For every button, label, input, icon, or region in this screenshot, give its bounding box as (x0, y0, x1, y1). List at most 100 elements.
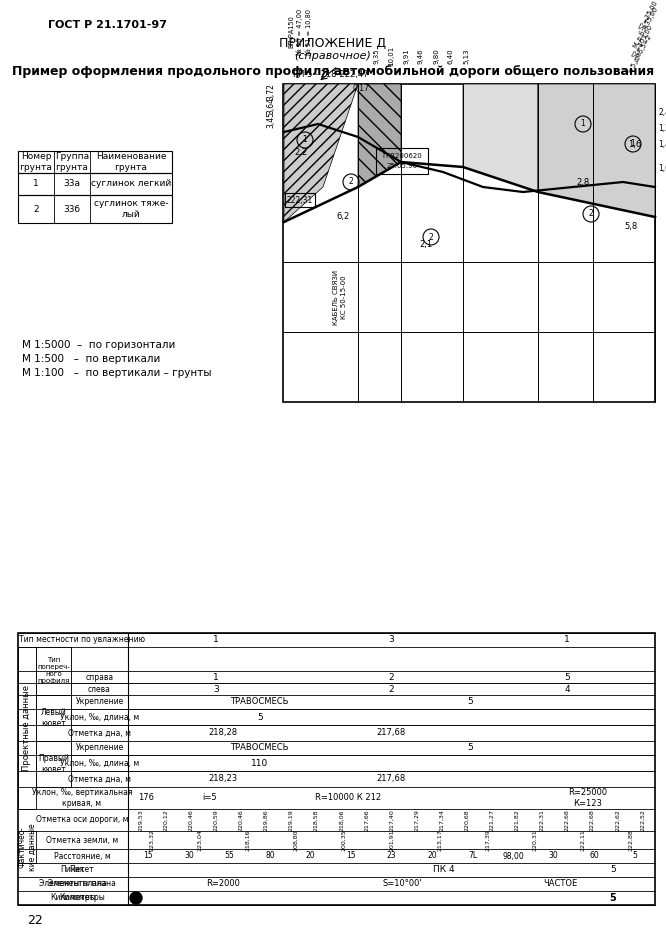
Text: ГОСТ Р 21.1701-97: ГОСТ Р 21.1701-97 (48, 20, 167, 30)
Text: Левый
кювет: Левый кювет (41, 709, 67, 727)
Text: слева: слева (88, 684, 111, 694)
Text: 1: 1 (581, 120, 585, 128)
Text: 217,29: 217,29 (414, 809, 419, 831)
Text: 23: 23 (387, 852, 396, 860)
Text: 15: 15 (143, 852, 153, 860)
Text: 222,31: 222,31 (539, 809, 545, 831)
Text: 1,20: 1,20 (659, 123, 666, 133)
Text: 1,63: 1,63 (659, 165, 666, 174)
Bar (18, 647, 36, 809)
Text: 22: 22 (27, 913, 43, 927)
Text: 1: 1 (213, 672, 218, 682)
Text: 3: 3 (389, 636, 394, 644)
Text: 222,52: 222,52 (640, 809, 645, 831)
Text: 217,66: 217,66 (364, 809, 369, 831)
Text: 217,68: 217,68 (377, 774, 406, 784)
Text: 3: 3 (213, 684, 218, 694)
Text: М 1:100   –  по вертикали – грунты: М 1:100 – по вертикали – грунты (22, 368, 212, 378)
Text: 5: 5 (610, 866, 615, 874)
Text: Правый
кювет: Правый кювет (38, 755, 69, 773)
Text: (справочное): (справочное) (294, 51, 372, 61)
Bar (18, 195, 172, 223)
Text: 217,39: 217,39 (485, 829, 490, 851)
Text: 219,19: 219,19 (288, 809, 294, 831)
Text: Укрепление: Укрепление (75, 743, 124, 753)
Text: Уклон, ‰, вертикальная
кривая, м: Уклон, ‰, вертикальная кривая, м (32, 788, 133, 808)
Text: 208,80: 208,80 (293, 829, 298, 851)
Text: ГРВ200620: ГРВ200620 (382, 153, 422, 159)
Text: 218,28: 218,28 (208, 728, 237, 738)
Text: 0,17: 0,17 (352, 83, 370, 93)
Text: 55: 55 (224, 852, 234, 860)
Text: 201,91: 201,91 (389, 829, 394, 851)
Text: 220,68: 220,68 (464, 809, 470, 831)
Text: 20: 20 (427, 852, 437, 860)
Text: Элементы плана: Элементы плана (39, 880, 107, 888)
Text: 1: 1 (631, 139, 635, 149)
Text: 5: 5 (468, 743, 474, 753)
Text: R=2000: R=2000 (206, 880, 240, 888)
Text: Пикет: Пикет (61, 866, 85, 874)
Text: 1: 1 (213, 636, 218, 644)
Text: 217,34: 217,34 (439, 809, 444, 831)
Text: 200,35: 200,35 (341, 829, 346, 851)
Text: 222,68: 222,68 (590, 809, 595, 831)
Text: 5: 5 (468, 698, 474, 707)
Text: 3,64: 3,64 (266, 97, 276, 114)
Text: 20: 20 (306, 852, 315, 860)
Text: ТРАВОСМЕСЬ: ТРАВОСМЕСЬ (230, 743, 289, 753)
Text: справа: справа (85, 672, 114, 682)
Text: 218,23: 218,23 (208, 774, 237, 784)
Text: S2=403,00: S2=403,00 (631, 23, 654, 59)
Text: 2,2: 2,2 (294, 148, 308, 156)
Text: S2=35,00: S2=35,00 (639, 0, 659, 31)
Text: S=10°00': S=10°00' (382, 880, 422, 888)
Text: Укрепление: Укрепление (75, 698, 124, 707)
Text: Отметка земли, м: Отметка земли, м (46, 836, 118, 844)
Text: 220,12: 220,12 (163, 809, 168, 831)
Text: 221,82: 221,82 (514, 809, 519, 831)
Text: 5: 5 (609, 893, 616, 903)
Text: 5: 5 (564, 672, 570, 682)
Bar (36, 741, 71, 787)
Text: R=10000 К 212: R=10000 К 212 (315, 794, 381, 802)
Text: № 50 = 47,00: № 50 = 47,00 (297, 8, 303, 55)
Text: 223,04: 223,04 (197, 829, 202, 851)
Text: 222,88: 222,88 (629, 829, 633, 851)
Text: № 51 = 10,80: № 51 = 10,80 (306, 9, 312, 55)
Text: 110: 110 (251, 758, 268, 768)
Text: 5,13: 5,13 (463, 49, 469, 64)
Text: ПРИЛОЖЕНИЕ Д: ПРИЛОЖЕНИЕ Д (280, 36, 386, 50)
Text: 217,40: 217,40 (389, 809, 394, 831)
Text: КС 50-15-00: КС 50-15-00 (341, 275, 347, 319)
Text: М 1:500   –  по вертикали: М 1:500 – по вертикали (22, 354, 161, 364)
Text: 6,40: 6,40 (448, 49, 454, 64)
Text: 9,46: 9,46 (418, 49, 424, 64)
Text: 1: 1 (302, 136, 308, 145)
Text: ЧАСТОЕ: ЧАСТОЕ (543, 880, 577, 888)
Text: Группа
грунта: Группа грунта (55, 152, 89, 172)
Text: 4: 4 (564, 684, 570, 694)
Text: 220,46: 220,46 (238, 809, 244, 831)
Bar (18, 831, 36, 863)
Text: i=5: i=5 (202, 794, 217, 802)
Text: 1,45: 1,45 (659, 139, 666, 149)
Text: Наименование
грунта: Наименование грунта (96, 152, 166, 172)
Text: суглинок легкий: суглинок легкий (91, 180, 171, 189)
Text: 219,53: 219,53 (138, 809, 143, 831)
Circle shape (130, 892, 142, 904)
Text: 9,80: 9,80 (433, 48, 439, 64)
Text: М 1:5000  –  по горизонтали: М 1:5000 – по горизонтали (22, 340, 175, 350)
Text: 9,35: 9,35 (373, 49, 379, 64)
Text: 9,91: 9,91 (403, 48, 409, 64)
Text: 3,72: 3,72 (266, 83, 276, 100)
Text: Отметка оси дороги, м: Отметка оси дороги, м (36, 815, 129, 825)
Text: Отметка дна, м: Отметка дна, м (68, 774, 131, 784)
Bar (36, 647, 71, 695)
Bar (36, 695, 71, 741)
Text: Расстояние, м: Расстояние, м (54, 852, 111, 860)
Text: 218,06: 218,06 (339, 810, 344, 831)
Text: 60: 60 (589, 852, 599, 860)
Text: 222,62: 222,62 (615, 809, 620, 831)
Text: 2,47: 2,47 (659, 108, 666, 117)
